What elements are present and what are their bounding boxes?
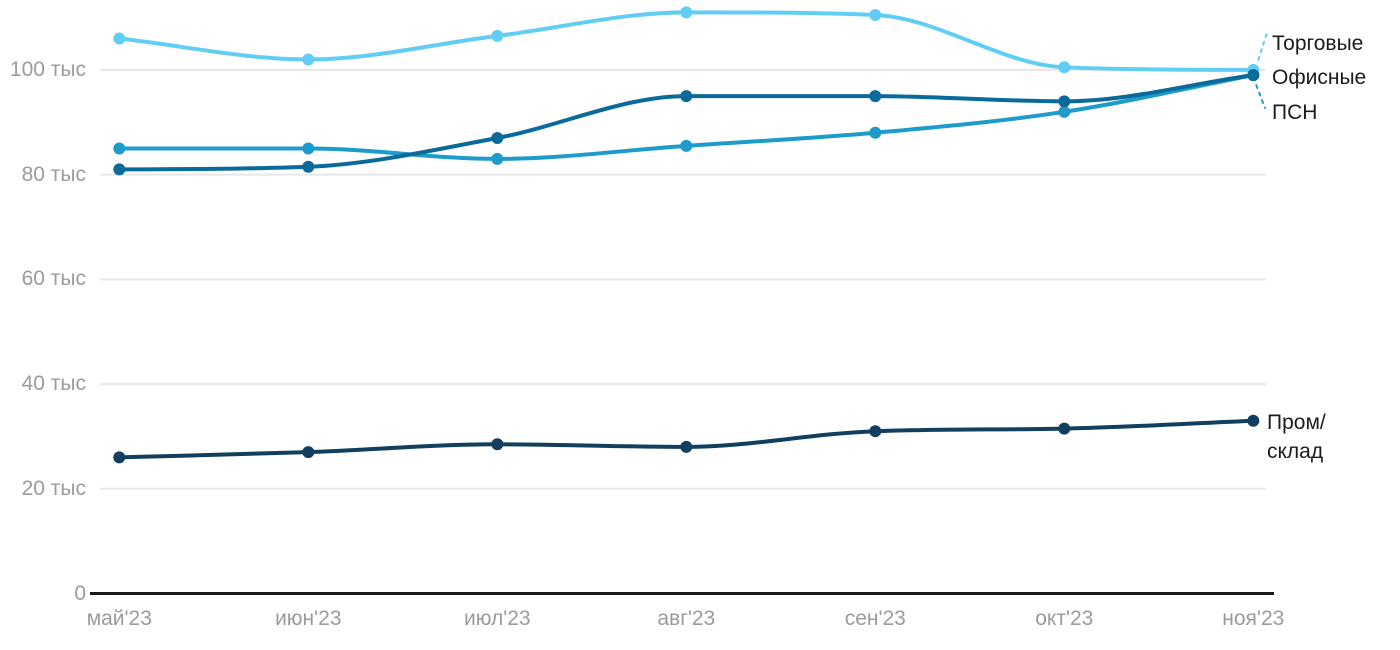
x-tick-label-0: май'23 [86,607,152,630]
y-tick-label-20: 20 тыс [21,476,86,500]
series-label-ofisnye: Офисные [1272,66,1367,89]
data-point-3-3 [680,440,693,453]
connector-psn [1255,84,1266,109]
y-tick-label-80: 80 тыс [21,162,86,186]
x-tick-label-3: авг'23 [657,607,716,630]
series-line-0 [117,10,1256,72]
data-point-2-1 [302,160,315,173]
data-point-3-2 [491,438,504,451]
series-label-torgovye: Торговые [1272,32,1364,55]
data-point-2-0 [113,163,126,176]
data-point-3-1 [302,446,315,459]
data-point-3-5 [1058,422,1071,435]
data-point-0-3 [680,6,693,19]
data-point-3-0 [113,451,126,464]
data-point-1-0 [113,142,126,155]
x-tick-label-4: сен'23 [844,607,906,630]
y-tick-label-60: 60 тыс [21,267,86,291]
data-point-3-6 [1247,414,1260,427]
data-point-0-2 [491,29,504,42]
connector-torgovye [1257,32,1268,61]
data-point-1-1 [302,142,315,155]
data-point-1-3 [680,139,693,152]
data-point-2-3 [680,90,693,103]
data-point-2-4 [869,90,882,103]
x-tick-label-5: окт'23 [1035,607,1094,630]
series-label-psn: ПСН [1272,101,1318,124]
series-line-2 [117,73,1256,172]
data-point-2-5 [1058,95,1071,108]
data-point-2-2 [491,131,504,144]
x-tick-label-2: июл'23 [463,607,531,630]
data-point-3-4 [869,425,882,438]
y-tick-label-40: 40 тыс [21,372,86,396]
y-tick-label-100: 100 тыс [9,57,86,81]
data-point-1-5 [1058,105,1071,118]
data-point-0-0 [113,32,126,45]
x-tick-label-6: ноя'23 [1222,607,1285,630]
data-point-0-4 [869,8,882,21]
x-tick-label-1: июн'23 [275,607,342,630]
y-tick-label-0: 0 [74,581,86,605]
data-point-1-2 [491,152,504,165]
data-point-0-5 [1058,61,1071,74]
data-point-1-4 [869,126,882,139]
series-label-prom-sklad: Пром/склад [1267,411,1326,463]
data-point-2-6 [1247,69,1260,82]
data-point-0-1 [302,53,315,66]
